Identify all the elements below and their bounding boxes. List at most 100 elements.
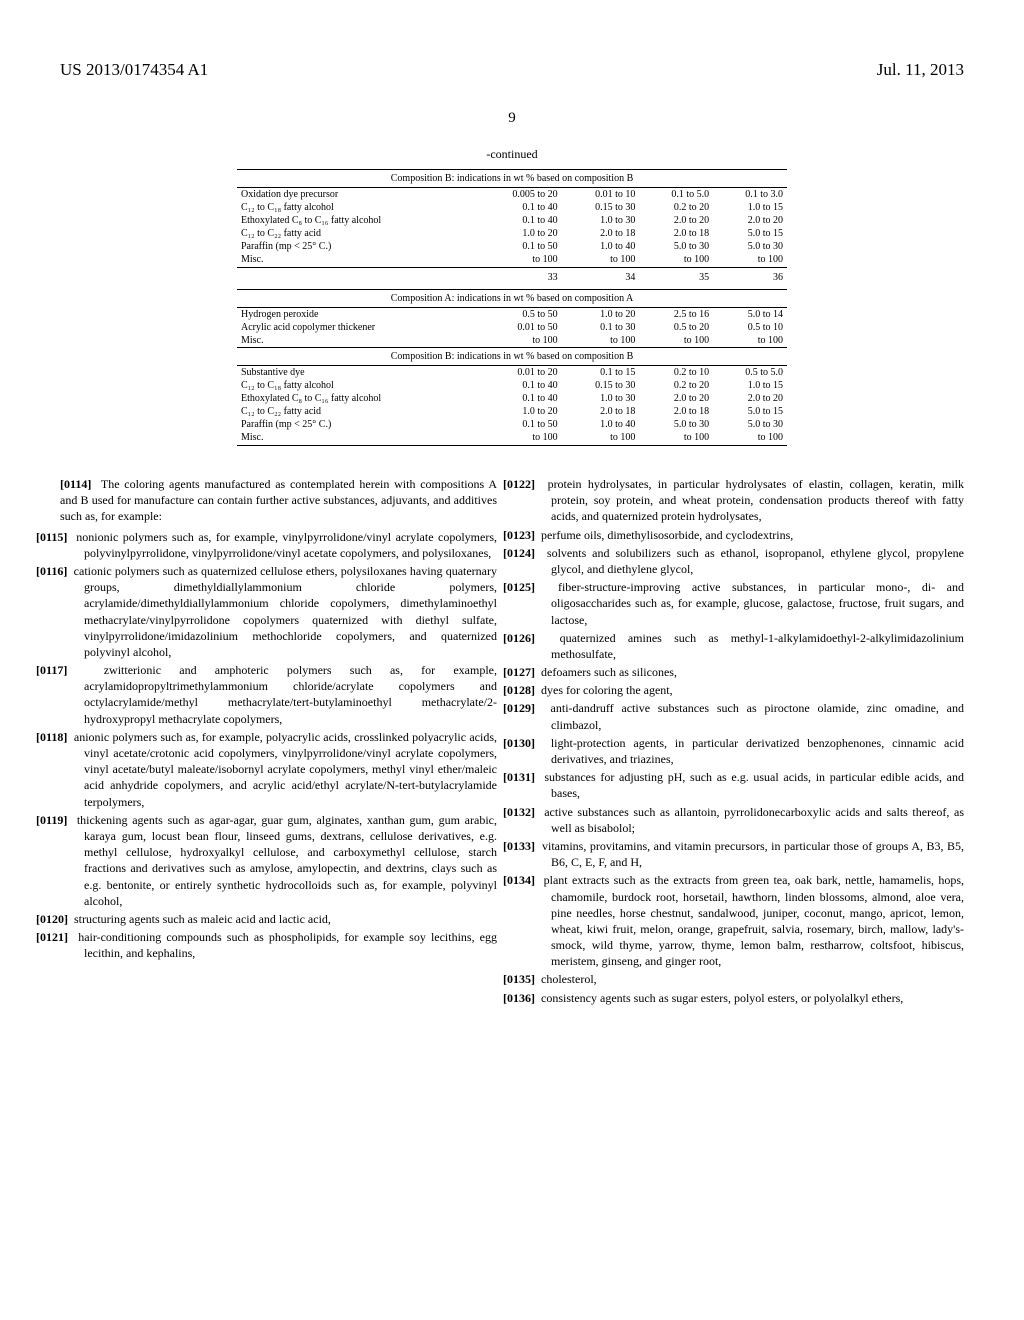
page-header: US 2013/0174354 A1 Jul. 11, 2013: [60, 60, 964, 80]
para-0130: [0130] light-protection agents, in parti…: [527, 735, 964, 767]
cell: to 100: [639, 334, 713, 348]
cell: 0.5 to 50: [476, 307, 562, 321]
page-number: 9: [60, 110, 964, 127]
cell: 1.0 to 40: [562, 418, 640, 431]
cell: 1.0 to 40: [562, 240, 640, 253]
publication-date: Jul. 11, 2013: [877, 60, 964, 80]
cell: to 100: [713, 334, 787, 348]
col-num: 36: [713, 268, 787, 288]
table-row: Misc. to 100 to 100 to 100 to 100: [237, 253, 787, 266]
cell: 0.15 to 30: [562, 201, 640, 214]
para-0124: [0124] solvents and solubilizers such as…: [527, 545, 964, 577]
row-label: Misc.: [237, 431, 476, 444]
cell: to 100: [639, 253, 713, 266]
cell: to 100: [713, 431, 787, 444]
row-label: Ethoxylated C₈ to C₁₆ fatty alcohol: [237, 214, 476, 227]
cell: to 100: [639, 431, 713, 444]
row-label: Oxidation dye precursor: [237, 187, 476, 201]
row-label: C₁₂ to C₁₈ fatty alcohol: [237, 379, 476, 392]
cell: 0.1 to 40: [476, 214, 562, 227]
cell: 5.0 to 30: [713, 240, 787, 253]
cell: to 100: [476, 431, 562, 444]
cell: to 100: [562, 253, 640, 266]
table-row: Paraffin (mp < 25° C.) 0.1 to 50 1.0 to …: [237, 418, 787, 431]
table-row: Misc. to 100 to 100 to 100 to 100: [237, 431, 787, 444]
cell: 0.5 to 20: [639, 321, 713, 334]
cell: 0.5 to 10: [713, 321, 787, 334]
cell: 0.1 to 40: [476, 379, 562, 392]
table-row: Ethoxylated C₈ to C₁₆ fatty alcohol 0.1 …: [237, 392, 787, 405]
cell: 0.1 to 50: [476, 240, 562, 253]
row-label: C₁₂ to C₂₂ fatty acid: [237, 405, 476, 418]
para-0133: [0133] vitamins, provitamins, and vitami…: [527, 838, 964, 870]
para-0121: [0121] hair-conditioning compounds such …: [60, 929, 497, 961]
row-label: Ethoxylated C₈ to C₁₆ fatty alcohol: [237, 392, 476, 405]
para-0131: [0131] substances for adjusting pH, such…: [527, 769, 964, 801]
para-0125: [0125] fiber-structure-improving active …: [527, 579, 964, 628]
cell: 2.0 to 20: [713, 214, 787, 227]
cell: 2.0 to 20: [713, 392, 787, 405]
col-num: 34: [562, 268, 640, 288]
table-row: Ethoxylated C₈ to C₁₆ fatty alcohol 0.1 …: [237, 214, 787, 227]
row-label: Misc.: [237, 253, 476, 266]
para-0118: [0118] anionic polymers such as, for exa…: [60, 729, 497, 810]
cell: 0.1 to 40: [476, 201, 562, 214]
cell: 5.0 to 30: [639, 240, 713, 253]
cell: 0.1 to 50: [476, 418, 562, 431]
para-0123: [0123] perfume oils, dimethylisosorbide,…: [527, 527, 964, 543]
cell: 1.0 to 20: [476, 227, 562, 240]
para-0135: [0135] cholesterol,: [527, 971, 964, 987]
row-label: Misc.: [237, 334, 476, 348]
cell: 2.0 to 18: [562, 405, 640, 418]
cell: 0.15 to 30: [562, 379, 640, 392]
row-label: Hydrogen peroxide: [237, 307, 476, 321]
table-row: Paraffin (mp < 25° C.) 0.1 to 50 1.0 to …: [237, 240, 787, 253]
para-0122: [0122] protein hydrolysates, in particul…: [527, 476, 964, 525]
para-0129: [0129] anti-dandruff active substances s…: [527, 700, 964, 732]
table-row: C₁₂ to C₁₈ fatty alcohol 0.1 to 40 0.15 …: [237, 201, 787, 214]
cell: 0.1 to 40: [476, 392, 562, 405]
table-row: Acrylic acid copolymer thickener 0.01 to…: [237, 321, 787, 334]
row-label: Paraffin (mp < 25° C.): [237, 418, 476, 431]
cell: to 100: [713, 253, 787, 266]
cell: 1.0 to 15: [713, 379, 787, 392]
cell: to 100: [562, 334, 640, 348]
section-b-header: Composition B: indications in wt % based…: [237, 169, 787, 187]
cell: 0.2 to 20: [639, 379, 713, 392]
cell: 2.0 to 18: [639, 227, 713, 240]
cell: 1.0 to 15: [713, 201, 787, 214]
composition-table: -continued Composition B: indications in…: [237, 147, 787, 446]
cell: 0.1 to 3.0: [713, 187, 787, 201]
para-0132: [0132] active substances such as allanto…: [527, 804, 964, 836]
cell: 5.0 to 30: [639, 418, 713, 431]
cell: to 100: [562, 431, 640, 444]
cell: 5.0 to 14: [713, 307, 787, 321]
para-0116: [0116] cationic polymers such as quatern…: [60, 563, 497, 660]
para-0117: [0117] zwitterionic and amphoteric polym…: [60, 662, 497, 727]
table-row: Oxidation dye precursor 0.005 to 20 0.01…: [237, 187, 787, 201]
para-0126: [0126] quaternized amines such as methyl…: [527, 630, 964, 662]
cell: 2.0 to 20: [639, 214, 713, 227]
cell: 0.5 to 5.0: [713, 365, 787, 379]
table-row: C₁₂ to C₂₂ fatty acid 1.0 to 20 2.0 to 1…: [237, 227, 787, 240]
cell: 0.1 to 30: [562, 321, 640, 334]
para-0128: [0128] dyes for coloring the agent,: [527, 682, 964, 698]
cell: 0.2 to 20: [639, 201, 713, 214]
left-column: [0114] The coloring agents manufactured …: [60, 476, 497, 1008]
cell: 0.01 to 50: [476, 321, 562, 334]
cell: 0.1 to 15: [562, 365, 640, 379]
para-0136: [0136] consistency agents such as sugar …: [527, 990, 964, 1006]
cell: to 100: [476, 334, 562, 348]
cell: 0.1 to 5.0: [639, 187, 713, 201]
para-0115: [0115] nonionic polymers such as, for ex…: [60, 529, 497, 561]
table-row: C₁₂ to C₂₂ fatty acid 1.0 to 20 2.0 to 1…: [237, 405, 787, 418]
row-label: C₁₂ to C₂₂ fatty acid: [237, 227, 476, 240]
para-0114: [0114] The coloring agents manufactured …: [60, 476, 497, 525]
section-a-header: Composition A: indications in wt % based…: [237, 289, 787, 307]
cell: 5.0 to 30: [713, 418, 787, 431]
cell: 0.01 to 20: [476, 365, 562, 379]
cell: 1.0 to 20: [476, 405, 562, 418]
para-0134: [0134] plant extracts such as the extrac…: [527, 872, 964, 969]
cell: 1.0 to 20: [562, 307, 640, 321]
table-continued-label: -continued: [237, 147, 787, 162]
